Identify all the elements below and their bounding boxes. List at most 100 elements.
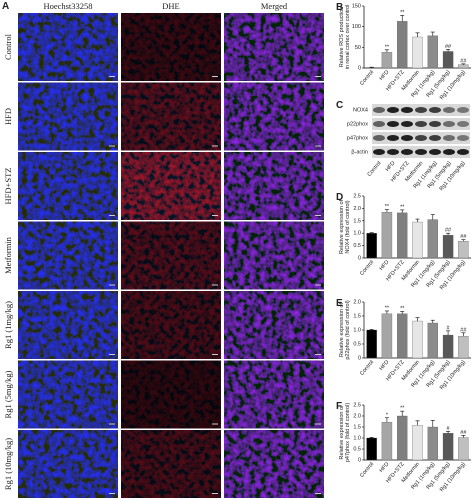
y-tick-label: 0.5 <box>353 341 361 347</box>
row-label: HFD <box>3 108 13 125</box>
scale-bar <box>109 493 115 494</box>
micrograph <box>224 13 324 81</box>
y-tick-label: 2.5 <box>353 193 361 199</box>
blot-band <box>415 121 427 127</box>
significance-label: ** <box>385 305 390 311</box>
bar <box>458 64 469 69</box>
x-tick-label: Control <box>359 359 375 376</box>
bar <box>397 313 408 359</box>
y-tick-label: 1.0 <box>353 435 361 441</box>
bar <box>427 35 438 69</box>
y-tick-label: 1.0 <box>353 231 361 237</box>
row-label: Rg1 (1mg/kg) <box>3 301 13 349</box>
bar <box>366 233 377 259</box>
blot-band <box>457 121 469 127</box>
significance-label: # <box>447 325 451 331</box>
significance-label: ## <box>460 58 467 64</box>
y-tick-label: 0 <box>358 65 361 71</box>
scale-bar <box>315 493 321 494</box>
y-axis-label: Relative expression of <box>339 405 345 460</box>
bar <box>397 415 408 461</box>
significance-label: ## <box>460 430 467 436</box>
micrograph <box>121 430 221 498</box>
bar <box>458 240 469 259</box>
bar <box>412 425 423 461</box>
scale-bar <box>212 354 218 355</box>
blot-band <box>415 107 427 113</box>
significance-label: ** <box>400 406 405 412</box>
y-tick-label: 1.5 <box>353 218 361 224</box>
panel-label: F <box>336 401 342 412</box>
panel-label: C <box>336 100 343 111</box>
significance-label: ** <box>385 204 390 210</box>
y-tick-label: 1.0 <box>353 327 361 333</box>
band-label: β-actin <box>351 149 368 155</box>
column-header: Merged <box>261 1 288 11</box>
row-label: Metformin <box>3 236 13 274</box>
band-label: p22phox <box>347 121 368 127</box>
bar <box>366 437 377 461</box>
micrograph <box>18 291 118 359</box>
micrograph <box>121 291 221 359</box>
micrograph <box>18 13 118 81</box>
bar <box>412 320 423 359</box>
y-axis-label: in renal cortex over control <box>345 5 351 70</box>
blot-band <box>401 121 413 127</box>
scale-bar <box>212 76 218 77</box>
blot-band <box>387 107 399 113</box>
blot-band <box>401 107 413 113</box>
blot-band <box>373 135 385 141</box>
bar <box>381 422 393 461</box>
row-label: Rg1 (5mg/kg) <box>3 370 13 418</box>
blot-band <box>373 107 385 113</box>
x-tick-label: Control <box>359 259 375 276</box>
scale-bar <box>315 145 321 147</box>
y-axis-label: Relative expression of <box>339 199 345 254</box>
y-tick-label: 2.0 <box>353 299 361 305</box>
significance-label: * <box>386 412 389 418</box>
bar <box>412 36 423 69</box>
bar <box>412 221 423 259</box>
y-tick-label: 150 <box>352 3 361 9</box>
significance-label: ## <box>445 228 452 234</box>
significance-label: ## <box>445 44 452 50</box>
y-axis-label: NOX4 (fold of control) <box>345 200 351 253</box>
micrograph <box>224 430 324 498</box>
blot-band <box>387 149 399 155</box>
bar <box>381 52 393 69</box>
row-label: HFD+STZ <box>3 168 13 205</box>
panel-label: A <box>2 1 9 12</box>
bar <box>381 313 393 359</box>
x-tick-label: Control <box>367 160 383 177</box>
panel-label: E <box>336 298 343 309</box>
significance-label: ** <box>400 204 405 210</box>
micrograph <box>18 360 118 429</box>
scale-bar <box>109 215 115 216</box>
panel-label: B <box>336 2 343 13</box>
blot-band <box>429 121 441 127</box>
bar <box>442 51 454 69</box>
scale-bar <box>212 493 218 494</box>
blot-band <box>387 121 399 127</box>
micrograph <box>224 291 324 359</box>
bar <box>458 336 469 359</box>
micrograph <box>121 360 221 429</box>
bar <box>442 433 454 461</box>
y-tick-label: 1.5 <box>353 313 361 319</box>
scale-bar <box>315 76 321 77</box>
y-tick-label: 2.0 <box>353 413 361 419</box>
y-tick-label: 0.5 <box>353 446 361 452</box>
blot-band <box>387 135 399 141</box>
y-axis-label: Relative ROS production <box>339 7 345 68</box>
bar <box>442 235 454 259</box>
scale-bar <box>109 145 115 147</box>
blot-band <box>373 121 385 127</box>
bar <box>427 322 438 359</box>
significance-label: ** <box>400 10 405 16</box>
bar <box>397 212 408 259</box>
blot-band <box>401 135 413 141</box>
band-label: p47phox <box>347 135 368 141</box>
y-tick-label: 2.0 <box>353 206 361 212</box>
significance-label: ** <box>400 306 405 312</box>
micrograph <box>224 152 324 220</box>
